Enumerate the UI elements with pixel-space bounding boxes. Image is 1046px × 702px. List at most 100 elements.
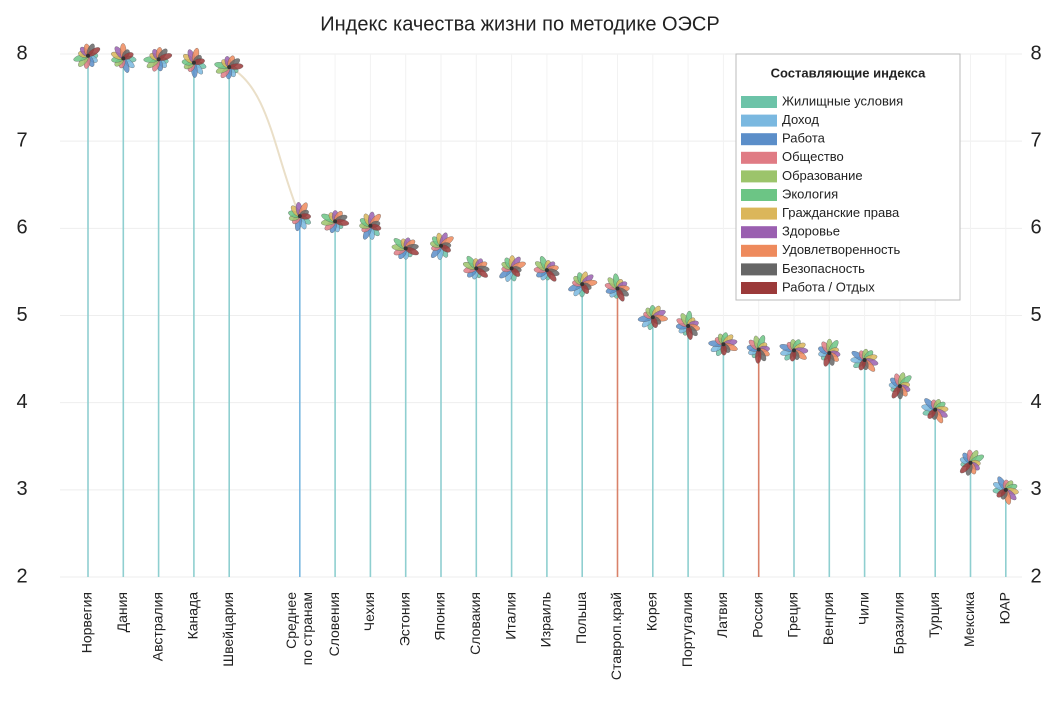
flower: [850, 348, 879, 372]
legend-swatch: [741, 114, 777, 127]
flower-center: [862, 357, 867, 362]
flower-center: [509, 266, 514, 271]
flower: [430, 232, 454, 260]
flower-center: [650, 315, 655, 320]
x-tick-label: Греция: [785, 592, 801, 638]
y2-tick-label: 5: [1030, 304, 1041, 326]
x-tick-label: Дания: [114, 592, 130, 632]
x-tick-label: Португалия: [679, 592, 695, 667]
flower: [604, 273, 630, 302]
flower-center: [227, 65, 232, 70]
flower: [533, 256, 560, 282]
flower: [568, 271, 598, 298]
x-tick-label: Япония: [432, 592, 448, 641]
connector: [228, 66, 301, 217]
legend-title: Составляющие индекса: [771, 65, 927, 80]
x-tick-label-line: Среднее: [283, 592, 299, 649]
flower: [73, 43, 101, 69]
flower: [462, 255, 490, 280]
flower-center: [615, 286, 620, 291]
flower: [111, 43, 137, 73]
y-tick-label: 2: [16, 565, 27, 587]
flower-center: [686, 323, 691, 328]
flower: [921, 398, 949, 424]
x-tick-label: Ставроп.край: [608, 592, 624, 680]
x-tick-label: Латвия: [714, 592, 730, 638]
legend-label: Работа / Отдых: [782, 279, 875, 294]
flower: [675, 310, 700, 340]
flower: [359, 211, 382, 240]
y2-tick-label: 8: [1030, 42, 1041, 64]
y2-tick-label: 3: [1030, 478, 1041, 500]
y-tick-label: 7: [16, 129, 27, 151]
flower: [214, 55, 244, 80]
flower: [288, 202, 311, 232]
x-tick-label: Италия: [502, 592, 518, 640]
legend-label: Гражданские права: [782, 205, 900, 220]
plot: [73, 43, 1019, 577]
flower: [499, 255, 526, 282]
x-tick-label: Мексика: [961, 592, 977, 647]
legend-swatch: [741, 170, 777, 183]
flower-center: [756, 347, 761, 352]
flower: [818, 338, 841, 367]
x-tick-label-line: по странам: [299, 592, 315, 665]
x-tick-label: Австралия: [149, 592, 165, 661]
flower: [888, 372, 912, 400]
legend-swatch: [741, 133, 777, 146]
legend-label: Жилищные условия: [782, 93, 903, 108]
flower-center: [897, 384, 902, 389]
chart-title: Индекс качества жизни по методике ОЭСР: [320, 13, 719, 35]
x-tick-label: Словакия: [467, 592, 483, 655]
x-tick-label: Чили: [855, 592, 871, 625]
flower: [708, 332, 738, 356]
flower: [746, 335, 770, 364]
x-tick-label: Венгрия: [820, 592, 836, 645]
flower-center: [368, 223, 373, 228]
x-tick-label: Польша: [573, 592, 589, 644]
x-tick-label: Эстония: [396, 592, 412, 646]
x-tick-label: ЮАР: [997, 592, 1013, 624]
legend-label: Общество: [782, 149, 844, 164]
flower-center: [968, 460, 973, 465]
y-tick-label: 5: [16, 304, 27, 326]
legend-swatch: [741, 263, 777, 276]
flower: [391, 237, 419, 260]
flower-center: [544, 268, 549, 273]
y-tick-label: 6: [16, 217, 27, 239]
x-tick-label: Швейцария: [220, 592, 236, 667]
legend-label: Работа: [782, 131, 826, 146]
y-tick-label: 3: [16, 478, 27, 500]
legend-swatch: [741, 96, 777, 108]
flower-center: [191, 60, 196, 65]
x-tick-label: Россия: [749, 592, 765, 638]
legend-swatch: [741, 226, 777, 239]
flower: [992, 476, 1019, 505]
flower-center: [580, 282, 585, 287]
y-tick-label: 4: [16, 391, 27, 413]
flower-center: [933, 407, 938, 412]
x-tick-label: Среднеепо странам: [283, 592, 315, 666]
legend-swatch: [741, 189, 777, 201]
flower-center: [474, 266, 479, 271]
x-tick-label: Словения: [326, 592, 342, 656]
y2-tick-label: 2: [1030, 565, 1041, 587]
legend-swatch: [741, 151, 777, 164]
legend-label: Здоровье: [782, 224, 840, 239]
legend-swatch: [741, 207, 777, 220]
y-tick-label: 8: [16, 42, 27, 64]
flower-center: [792, 348, 796, 353]
flower: [181, 47, 207, 78]
legend-label: Образование: [782, 168, 863, 183]
flower: [779, 339, 809, 362]
flower-center: [86, 53, 90, 58]
flower-center: [439, 243, 443, 248]
x-tick-label: Бразилия: [891, 592, 907, 654]
flower: [143, 47, 173, 72]
flower-center: [121, 56, 126, 61]
flower-center: [156, 57, 161, 62]
y2-tick-label: 7: [1030, 129, 1041, 151]
flower-center: [827, 350, 832, 355]
flower: [321, 210, 350, 234]
